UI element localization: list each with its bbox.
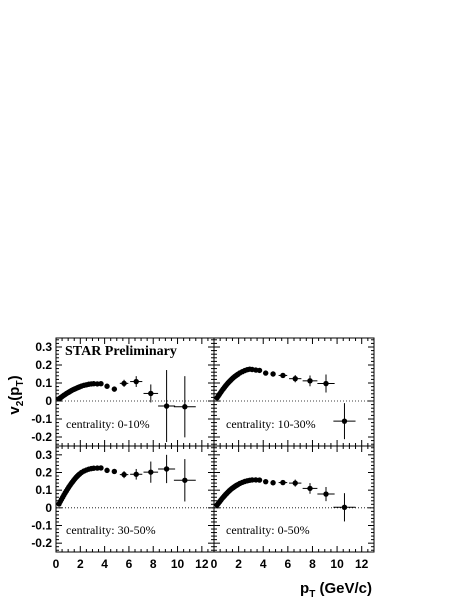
data-point <box>307 378 313 384</box>
data-point <box>148 469 154 475</box>
panel-centrality-0-50: 0 2 4 6 8 10 12 centrality: 0-50% <box>211 445 375 571</box>
data-point <box>163 403 170 409</box>
data-point <box>133 471 139 477</box>
data-point <box>182 477 188 483</box>
centrality-label: centrality: 0-10% <box>66 417 150 431</box>
data-point <box>341 418 348 424</box>
centrality-label: centrality: 10-30% <box>226 417 316 431</box>
data-point <box>262 370 269 376</box>
y-tick-label: 0.3 <box>35 448 52 462</box>
data-point <box>256 367 263 374</box>
centrality-label: centrality: 30-50% <box>66 523 156 537</box>
y-tick-label: 0 <box>45 501 52 515</box>
data-point <box>256 477 263 483</box>
x-tick-label: 4 <box>101 557 108 571</box>
data-point <box>163 466 170 472</box>
y-tick-label: -0.2 <box>31 536 52 550</box>
panel-centrality-10-30: centrality: 10-30% <box>213 337 375 447</box>
y-tick-label: 0.1 <box>35 483 52 497</box>
y-tick-label: 0.2 <box>35 466 52 480</box>
y-tick-label: -0.1 <box>31 412 52 426</box>
data-point <box>323 380 329 387</box>
x-tick-label: 2 <box>235 557 242 571</box>
x-tick-label: 4 <box>260 557 267 571</box>
data-point <box>104 383 110 389</box>
y-tick-label: 0.1 <box>35 376 52 390</box>
data-point <box>292 375 298 382</box>
centrality-label: centrality: 0-50% <box>226 523 310 537</box>
panel-centrality-0-10: 0.3 0.2 0.1 0 -0.1 -0.2 centrality: 0-10% <box>31 337 215 447</box>
data-point <box>262 478 269 485</box>
data-point <box>121 380 127 387</box>
data-point <box>270 371 276 377</box>
data-point <box>182 404 188 410</box>
x-tick-label: 8 <box>150 557 157 571</box>
y-tick-label: 0.3 <box>35 340 52 354</box>
data-point <box>341 504 348 511</box>
x-tick-label: 0 <box>211 557 218 571</box>
x-tick-label: 12 <box>355 557 369 571</box>
data-point <box>148 390 154 397</box>
data-point <box>133 378 139 385</box>
data-point <box>280 479 286 486</box>
x-tick-label: 6 <box>285 557 292 571</box>
data-point <box>280 372 286 379</box>
data-point <box>111 468 118 475</box>
data-point <box>121 471 127 478</box>
star-preliminary-label: STAR Preliminary <box>65 344 177 359</box>
data-point <box>323 491 329 497</box>
x-tick-label: 12 <box>195 557 209 571</box>
data-point <box>104 467 110 474</box>
data-point <box>249 477 255 483</box>
y-tick-label: -0.1 <box>31 519 52 533</box>
y-tick-label: 0 <box>45 394 52 408</box>
data-point <box>292 480 298 486</box>
y-tick-label: -0.2 <box>31 430 52 444</box>
data-point <box>270 480 276 486</box>
data-point <box>98 381 104 387</box>
x-axis-title: pT (GeV/c) <box>300 580 372 599</box>
x-tick-label: 8 <box>309 557 316 571</box>
x-tick-label: 6 <box>126 557 133 571</box>
data-point <box>307 485 313 492</box>
x-tick-label: 2 <box>77 557 84 571</box>
x-tick-label: 10 <box>330 557 344 571</box>
y-tick-label: 0.2 <box>35 358 52 372</box>
x-tick-label: 0 <box>53 557 60 571</box>
y-axis-title: v2(pT) <box>6 375 26 414</box>
x-tick-label: 10 <box>171 557 185 571</box>
data-point <box>98 465 104 471</box>
data-point <box>111 386 118 392</box>
